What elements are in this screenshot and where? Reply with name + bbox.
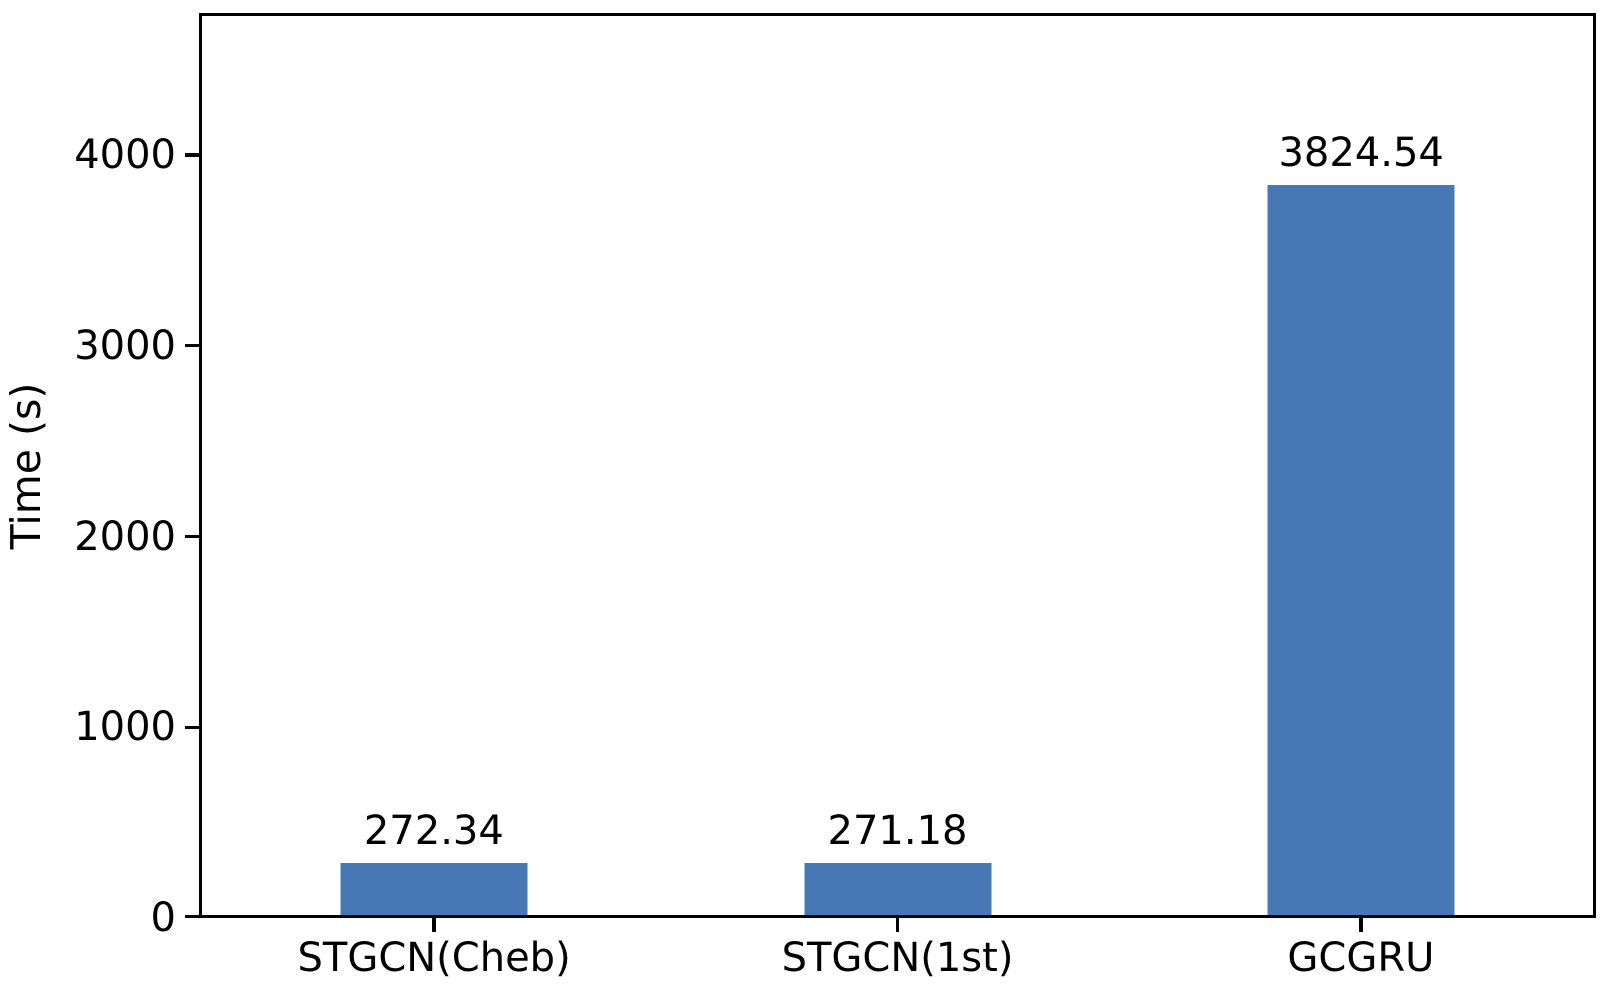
x-tick-mark: [432, 918, 436, 932]
y-tick-mark: [185, 153, 199, 157]
bar-value-label: 272.34: [363, 808, 504, 855]
y-tick-mark: [185, 725, 199, 729]
y-tick-mark: [185, 344, 199, 348]
y-tick-mark: [185, 914, 199, 918]
x-tick-label-STGCN(Cheb): STGCN(Cheb): [297, 935, 571, 981]
x-tick-mark: [1359, 918, 1363, 932]
plot-area: 272.34 271.18 3824.54: [199, 13, 1596, 918]
bar-value-label: 271.18: [827, 808, 968, 855]
y-tick-label: 0: [150, 895, 176, 941]
x-tick-mark: [895, 918, 900, 932]
x-tick-label-STGCN(1st): STGCN(1st): [781, 935, 1014, 981]
bar-STGCN(Cheb): [340, 863, 528, 915]
y-tick-label: 1000: [74, 704, 176, 751]
x-tick-label-GCGRU: GCGRU: [1287, 935, 1435, 981]
y-tick-mark: [185, 534, 199, 539]
y-tick-label: 2000: [74, 513, 176, 560]
bar-STGCN(1st): [804, 863, 991, 915]
bar-value-label: 3824.54: [1278, 130, 1444, 177]
y-tick-label: 4000: [74, 132, 176, 178]
y-tick-label: 3000: [74, 322, 176, 369]
bar-GCGRU: [1267, 185, 1455, 915]
